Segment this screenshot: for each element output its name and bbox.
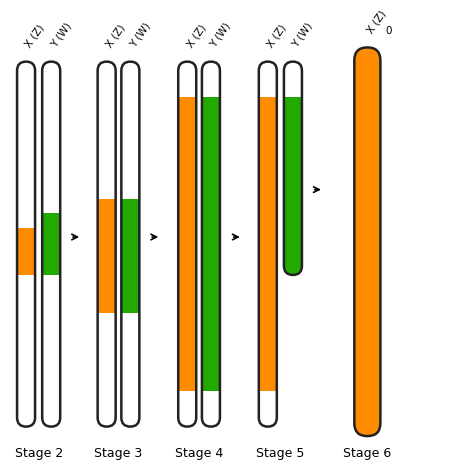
Text: Stage 6: Stage 6 <box>343 447 392 460</box>
Text: X (Z): X (Z) <box>365 9 388 36</box>
Text: Stage 2: Stage 2 <box>15 447 63 460</box>
Bar <box>202 391 219 427</box>
Bar <box>284 62 301 97</box>
FancyBboxPatch shape <box>98 62 116 427</box>
Text: X (Z): X (Z) <box>185 23 208 50</box>
Text: Stage 5: Stage 5 <box>256 447 305 460</box>
Text: X (Z): X (Z) <box>24 23 46 50</box>
Bar <box>98 199 115 313</box>
Text: Y (W): Y (W) <box>291 21 315 50</box>
Text: 0: 0 <box>385 26 392 36</box>
Text: Stage 3: Stage 3 <box>94 447 143 460</box>
Bar <box>179 391 196 427</box>
FancyBboxPatch shape <box>284 62 302 275</box>
Bar <box>43 213 60 275</box>
FancyBboxPatch shape <box>354 47 380 436</box>
Bar <box>18 228 35 275</box>
Bar <box>122 199 139 313</box>
Text: Stage 4: Stage 4 <box>175 447 223 460</box>
Text: X (Z): X (Z) <box>104 23 127 50</box>
Bar <box>202 62 219 97</box>
Bar <box>259 62 276 97</box>
Text: Y (W): Y (W) <box>49 21 73 50</box>
FancyBboxPatch shape <box>178 62 196 427</box>
Text: X (Z): X (Z) <box>265 23 288 50</box>
FancyBboxPatch shape <box>42 62 60 427</box>
FancyBboxPatch shape <box>202 62 220 427</box>
FancyBboxPatch shape <box>17 62 35 427</box>
FancyBboxPatch shape <box>121 62 139 427</box>
FancyBboxPatch shape <box>259 62 277 427</box>
Text: Y (W): Y (W) <box>209 21 233 50</box>
Text: Y (W): Y (W) <box>128 21 152 50</box>
Bar <box>259 391 276 427</box>
Bar <box>179 62 196 97</box>
